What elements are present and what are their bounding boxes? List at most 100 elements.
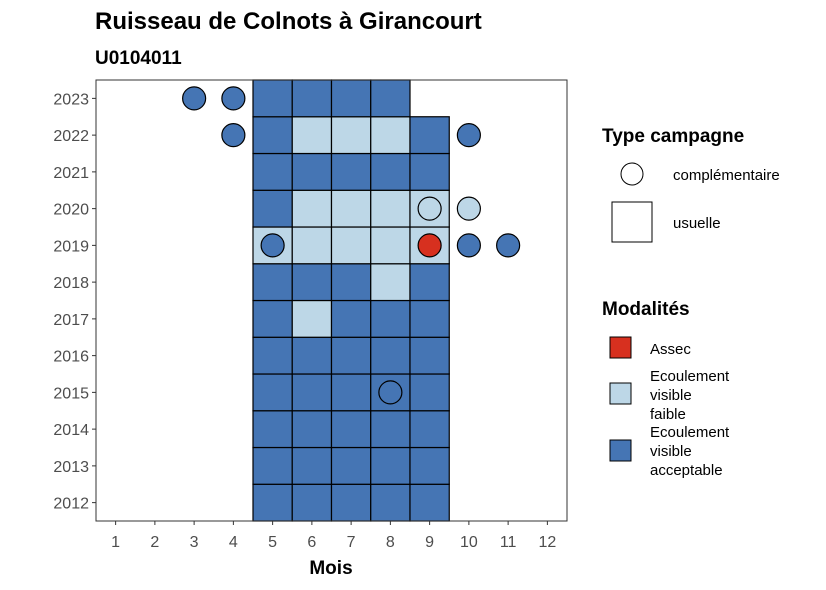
cell-2014-9 (409, 410, 450, 449)
cell-2020-8 (370, 189, 411, 228)
legend-label-complementaire: complémentaire (673, 167, 780, 184)
cell-2015-9 (409, 373, 450, 412)
cell-2019-6 (291, 226, 333, 265)
cell-2021-9 (409, 152, 450, 191)
cell-2022-8 (370, 116, 411, 155)
point-2020-10 (456, 196, 481, 221)
y-tick-label-2013: 2013 (53, 459, 89, 476)
y-tick-label-2012: 2012 (53, 496, 89, 513)
cell-2014-5 (252, 410, 293, 449)
cell-2013-7 (330, 446, 372, 485)
y-tick-label-2022: 2022 (53, 128, 89, 145)
cell-2014-7 (330, 410, 372, 449)
legend-modalites: AssecEcoulementvisiblefaibleEcoulementvi… (609, 336, 730, 479)
x-tick-label-11: 11 (500, 534, 517, 551)
cell-2012-6 (291, 483, 333, 522)
legend-modalite-label-2-0: Ecoulement (650, 424, 730, 441)
cell-2021-5 (252, 152, 293, 191)
cell-2016-5 (252, 336, 293, 375)
cell-2013-5 (252, 446, 293, 485)
legend-swatch-1 (609, 382, 632, 405)
cell-2017-8 (370, 299, 411, 338)
legend-label-usuelle: usuelle (673, 215, 721, 232)
cell-2023-8 (370, 79, 411, 118)
legend-modalite-label-0-0: Assec (650, 341, 691, 358)
x-tick-label-4: 4 (229, 534, 238, 551)
y-tick-label-2023: 2023 (53, 91, 89, 108)
y-tick-label-2014: 2014 (53, 422, 89, 439)
y-tick-label-2020: 2020 (53, 202, 89, 219)
point-2022-4 (221, 123, 246, 148)
x-tick-label-7: 7 (347, 534, 356, 551)
legend-type-title: Type campagne (602, 126, 744, 147)
x-tick-label-10: 10 (460, 534, 478, 551)
y-tick-label-2018: 2018 (53, 275, 89, 292)
x-axis: 1 2 3 4 5 6 7 8 9 10 11 12 (111, 521, 556, 551)
cell-2012-9 (409, 483, 450, 522)
cell-2022-9 (409, 116, 450, 155)
x-tick-label-12: 12 (538, 534, 556, 551)
cell-2020-7 (330, 189, 372, 228)
cell-2023-5 (252, 79, 293, 118)
point-2023-3 (182, 86, 207, 111)
legend-modalite-label-1-0: Ecoulement (650, 368, 730, 385)
y-tick-label-2015: 2015 (53, 385, 89, 402)
cell-2015-6 (291, 373, 333, 412)
x-tick-label-9: 9 (425, 534, 434, 551)
cell-2018-6 (291, 263, 333, 302)
point-2019-11 (496, 233, 521, 258)
cell-2012-8 (370, 483, 411, 522)
cell-2014-6 (291, 410, 333, 449)
cell-2020-6 (291, 189, 333, 228)
cell-2013-6 (291, 446, 333, 485)
chart-subtitle: U0104011 (95, 48, 182, 69)
plot-cells (252, 79, 450, 522)
cell-2015-7 (330, 373, 372, 412)
cell-2023-7 (330, 79, 372, 118)
point-2019-10 (456, 233, 481, 258)
point-2020-9 (417, 196, 442, 221)
point-2019-9 (417, 233, 442, 258)
cell-2014-8 (370, 410, 411, 449)
point-2015-8 (378, 380, 403, 405)
y-tick-label-2017: 2017 (53, 312, 89, 329)
cell-2017-6 (291, 299, 333, 338)
x-tick-label-6: 6 (307, 534, 316, 551)
cell-2012-7 (330, 483, 372, 522)
cell-2020-5 (252, 189, 293, 228)
cell-2018-7 (330, 263, 372, 302)
cell-2016-9 (409, 336, 450, 375)
cell-2017-7 (330, 299, 372, 338)
legend-modalite-label-2-2: acceptable (650, 462, 723, 479)
x-tick-label-1: 1 (111, 534, 120, 551)
cell-2018-5 (252, 263, 293, 302)
cell-2013-8 (370, 446, 411, 485)
cell-2017-5 (252, 299, 293, 338)
plot-points (182, 86, 521, 405)
legend-modalite-label-1-2: faible (650, 406, 686, 423)
cell-2019-7 (330, 226, 372, 265)
point-2019-5 (260, 233, 285, 258)
x-tick-label-8: 8 (386, 534, 395, 551)
point-2022-10 (456, 123, 481, 148)
legend-swatch-2 (609, 439, 632, 462)
cell-2013-9 (409, 446, 450, 485)
legend-symbol-usuelle (611, 201, 653, 243)
cell-2016-8 (370, 336, 411, 375)
x-tick-label-3: 3 (190, 534, 199, 551)
x-tick-label-5: 5 (268, 534, 277, 551)
y-axis: 2012 2013 2014 2015 2016 2017 2018 2019 2020 2021… (53, 91, 96, 513)
legend-swatch-0 (609, 336, 632, 359)
legend-modalite-label-2-1: visible (650, 443, 692, 460)
panel-border (95, 79, 568, 522)
y-tick-label-2019: 2019 (53, 238, 89, 255)
cell-2022-6 (291, 116, 333, 155)
cell-2023-6 (291, 79, 333, 118)
x-axis-title: Mois (309, 558, 352, 579)
cell-2012-5 (252, 483, 293, 522)
cell-2017-9 (409, 299, 450, 338)
chart-title: Ruisseau de Colnots à Girancourt (95, 8, 482, 35)
legend: Type campagne complémentaire usuelle Mod… (602, 126, 780, 479)
cell-2022-7 (330, 116, 372, 155)
